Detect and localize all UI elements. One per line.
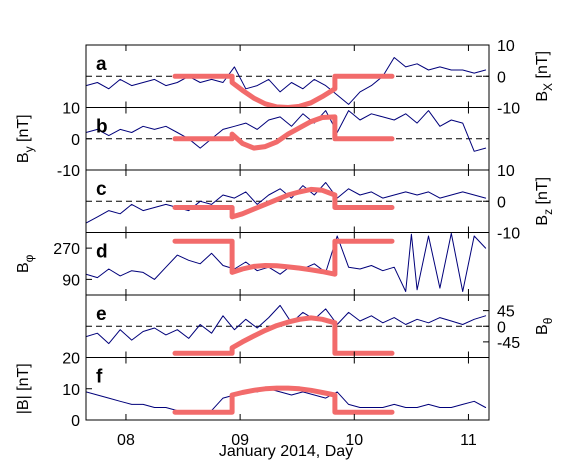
y-tick-label: 0 <box>497 319 506 336</box>
y-tick-label: 10 <box>62 101 80 118</box>
x-tick-label: 08 <box>117 432 135 449</box>
y-axis-title: BX [nT] <box>534 51 555 102</box>
x-tick-label: 10 <box>345 432 363 449</box>
y-axis-title: Bφ <box>15 254 36 273</box>
y-axis-title-main: B <box>15 262 32 273</box>
y-tick-label: -10 <box>497 226 520 243</box>
y-axis-title: Bθ <box>534 317 555 335</box>
y-axis-title-unit: [nT] <box>534 51 551 83</box>
y-tick-label: 270 <box>53 241 80 258</box>
y-tick-label: 10 <box>497 163 515 180</box>
model-series-line <box>172 114 395 151</box>
y-axis-title-main: B <box>534 91 551 102</box>
model-series-line <box>172 186 395 220</box>
y-axis-title-main: B <box>534 215 551 226</box>
y-tick-label: 0 <box>497 69 506 86</box>
y-tick-label: 10 <box>497 38 515 55</box>
observed-series-line <box>86 182 487 224</box>
panel-d: 270 90 d Bφ <box>15 232 490 296</box>
y-axis-title-main: B <box>15 152 32 163</box>
y-axis-title-main: |B| [nT] <box>15 363 32 414</box>
y-axis-title-unit: [nT] <box>534 177 551 209</box>
y-tick-label: 45 <box>497 304 515 321</box>
y-tick-label: 0 <box>71 413 80 430</box>
y-axis-title-subscript: y <box>22 146 36 152</box>
panel-b: 10 0 -10 b By [nT] <box>15 101 490 180</box>
panel-letter: a <box>96 54 107 75</box>
y-tick-label: 20 <box>62 351 80 368</box>
panel-frame <box>85 232 490 296</box>
y-axis-title: By [nT] <box>15 114 36 163</box>
y-axis-title-main: B <box>534 324 551 335</box>
observed-series-line <box>86 57 487 105</box>
panel-letter: b <box>96 117 108 138</box>
observed-series-line <box>86 304 487 345</box>
y-axis-title: Bz [nT] <box>534 177 555 226</box>
y-tick-label: -10 <box>57 163 80 180</box>
y-axis-title: |B| [nT] <box>15 363 32 414</box>
observed-series-line <box>86 232 487 292</box>
panel-letter: f <box>96 367 103 388</box>
y-tick-label: -45 <box>497 335 520 352</box>
observed-series-line <box>86 110 487 152</box>
panel-c: 10 0 -10 c Bz [nT] <box>85 163 555 243</box>
y-tick-label: 0 <box>71 132 80 149</box>
y-axis-title-subscript: θ <box>541 317 555 324</box>
y-tick-label: -10 <box>497 101 520 118</box>
y-axis-title-unit: [nT] <box>15 114 32 146</box>
y-tick-label: 90 <box>62 272 80 289</box>
y-axis-title-subscript: X <box>541 83 555 91</box>
panel-letter: c <box>96 179 107 200</box>
panel-a: 10 0 -10 a BX [nT] <box>85 38 555 118</box>
y-axis-title-subscript: z <box>541 209 555 215</box>
x-tick-label: 09 <box>231 432 249 449</box>
panel-f: 20 10 0 f |B| [nT] <box>15 351 490 430</box>
y-tick-label: 10 <box>62 382 80 399</box>
x-axis: 08 09 10 11 <box>117 432 477 449</box>
model-series-line <box>172 315 395 356</box>
panel-letter: d <box>96 242 108 263</box>
observed-series-line <box>86 388 487 415</box>
y-tick-label: 0 <box>497 194 506 211</box>
panel-letter: e <box>96 304 107 325</box>
x-tick-label: 11 <box>460 432 477 449</box>
model-series-line <box>172 238 395 277</box>
x-axis-title: January 2014, Day <box>219 443 353 460</box>
panel-e: 450-45 e Bθ <box>85 294 555 358</box>
y-axis-title-subscript: φ <box>22 254 36 262</box>
model-series-line <box>172 385 395 415</box>
